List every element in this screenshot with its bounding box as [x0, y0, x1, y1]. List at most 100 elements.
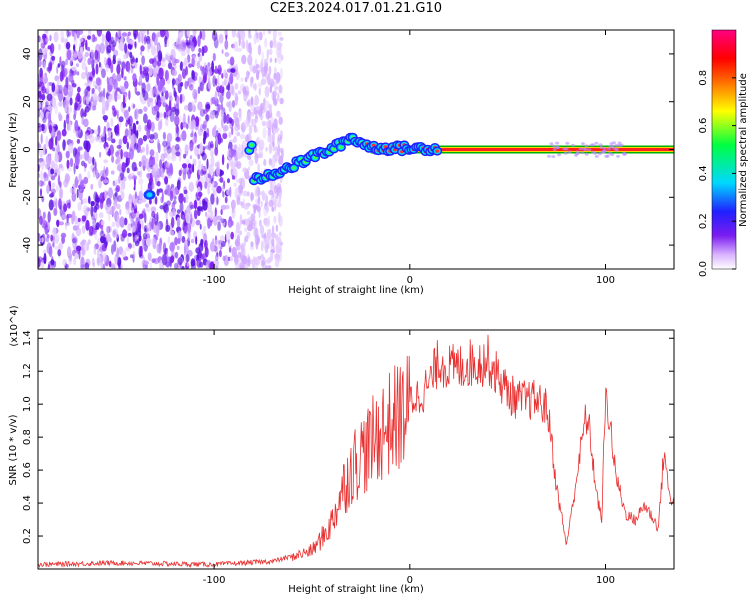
spectrogram-noise-speck: [228, 131, 232, 138]
spectrogram-noise-speck: [203, 109, 208, 115]
spectrogram-noise-speck: [69, 187, 74, 194]
spectrogram-noise-speck: [274, 85, 279, 91]
spectrogram-noise-speck: [143, 113, 148, 124]
spectrogram-noise-speck: [258, 87, 261, 96]
spectrogram-noise-speck: [116, 73, 122, 82]
spectrogram-noise-speck: [77, 148, 81, 158]
spectrogram-noise-speck: [201, 67, 207, 77]
spectrogram-noise-speck: [255, 106, 260, 111]
spectrogram-noise-speck: [199, 223, 202, 230]
spectrogram-noise-speck: [191, 130, 194, 136]
spectrogram-noise-speck: [141, 55, 146, 66]
spectrogram-noise-speck: [176, 209, 181, 214]
spectrogram-noise-speck: [168, 99, 172, 111]
spectrogram-noise-speck: [149, 149, 155, 157]
spectrogram-faint-speck: [597, 152, 602, 156]
spectrogram-noise-speck: [38, 146, 45, 158]
spectrogram-noise-speck: [234, 187, 240, 200]
spectrogram-noise-speck: [276, 199, 280, 208]
trend-blob-core: [331, 147, 336, 151]
spectrogram-noise-speck: [175, 136, 181, 142]
spectrogram-noise-speck: [123, 53, 127, 60]
spectrogram-noise-speck: [166, 38, 170, 48]
spectrogram-faint-speck: [594, 154, 599, 158]
spectrogram-noise-speck: [42, 60, 46, 69]
spectrogram-noise-speck: [222, 255, 226, 261]
spectrogram-noise-speck: [76, 245, 80, 255]
spectrogram-noise-speck: [103, 118, 108, 123]
spectrogram-noise-speck: [93, 168, 97, 173]
spectrogram-noise-speck: [87, 30, 92, 37]
spectrogram-noise-speck: [88, 143, 92, 150]
spectrogram-noise-speck: [214, 110, 219, 119]
spectrogram-noise-speck: [38, 35, 41, 43]
spectrogram-faint-speck: [547, 154, 551, 158]
spectrogram-noise-speck: [105, 64, 109, 73]
spectrogram-faint-speck: [608, 145, 613, 148]
spectrogram-noise-speck: [207, 217, 211, 229]
spectrogram-noise-speck: [132, 73, 137, 82]
spectrogram-noise-speck: [161, 253, 167, 266]
spectrogram-noise-speck: [84, 88, 88, 97]
spectrogram-noise-speck: [224, 196, 228, 204]
spectrogram-noise-speck: [44, 148, 48, 155]
colorbar-label: Normalized spectral amplitude: [738, 73, 749, 227]
spectrogram-noise-speck: [237, 90, 242, 95]
spectrogram-noise-speck: [215, 254, 219, 262]
spectrogram-noise-speck: [171, 216, 175, 228]
spectrogram-noise-speck: [116, 214, 120, 226]
snr-x-tick-label: 0: [407, 575, 413, 586]
spectrogram-noise-speck: [215, 105, 218, 111]
spectrogram-noise-speck: [118, 262, 121, 269]
spectrogram-noise-speck: [221, 81, 224, 87]
spectrogram-noise-speck: [124, 128, 129, 138]
spectrogram-noise-speck: [247, 54, 253, 66]
spectrogram-noise-speck: [261, 234, 267, 239]
spectrogram-noise-speck: [129, 148, 134, 160]
spectrogram-noise-speck: [58, 163, 63, 169]
spectrogram-noise-speck: [214, 236, 218, 246]
spectrogram-noise-speck: [228, 157, 234, 167]
spectrogram-noise-speck: [110, 36, 114, 45]
spectrogram-noise-speck: [55, 135, 58, 146]
spectrogram-noise-speck: [98, 86, 101, 93]
spectrogram-noise-speck: [139, 64, 142, 76]
spectrogram-noise-speck: [269, 84, 273, 94]
spectrogram-noise-speck: [169, 190, 174, 202]
spectrogram-noise-speck: [51, 182, 56, 189]
spectrogram-noise-speck: [189, 84, 194, 91]
spectrogram-noise-speck: [76, 138, 81, 144]
spectrogram-noise-speck: [111, 221, 116, 228]
spectrogram-noise-speck: [88, 195, 91, 204]
spectrogram-noise-speck: [111, 44, 115, 52]
spectrogram-noise-speck: [95, 63, 99, 75]
spectrogram-noise-speck: [202, 225, 207, 232]
spectrogram-noise-speck: [84, 106, 90, 113]
spectrogram-noise-speck: [107, 37, 110, 43]
spectrogram-noise-speck: [241, 219, 246, 225]
spectrogram-noise-speck: [71, 83, 77, 88]
spectrogram-noise-speck: [229, 72, 234, 85]
spectrogram-noise-speck: [134, 234, 139, 240]
spectrogram-panel: -100 0 100 -40 -20 0 20 40 Height of straight l…: [8, 29, 675, 296]
spectrogram-noise-speck: [219, 235, 225, 242]
spectrogram-noise-speck: [271, 91, 276, 102]
spectrogram-noise-speck: [110, 170, 115, 175]
spectrogram-noise-speck: [176, 216, 181, 227]
spectrogram-noise-speck: [276, 46, 282, 58]
spectrogram-noise-speck: [87, 46, 90, 52]
spectrogram-noise-speck: [92, 80, 96, 88]
spectrogram-noise-speck: [254, 147, 258, 152]
spectrogram-noise-speck: [234, 91, 237, 98]
spectrogram-noise-speck: [103, 190, 108, 200]
spectrogram-noise-speck: [54, 234, 60, 244]
spectrogram-noise-speck: [59, 56, 62, 67]
spectrogram-noise-speck: [81, 61, 87, 71]
spectrogram-noise-speck: [137, 170, 141, 176]
spectrogram-noise-speck: [46, 82, 50, 93]
spectrogram-noise-speck: [119, 264, 122, 269]
spectrogram-noise-speck: [62, 139, 66, 151]
spectrogram-noise-speck: [250, 241, 254, 248]
spectrogram-noise-speck: [229, 186, 232, 198]
spectrogram-noise-speck: [135, 91, 141, 96]
